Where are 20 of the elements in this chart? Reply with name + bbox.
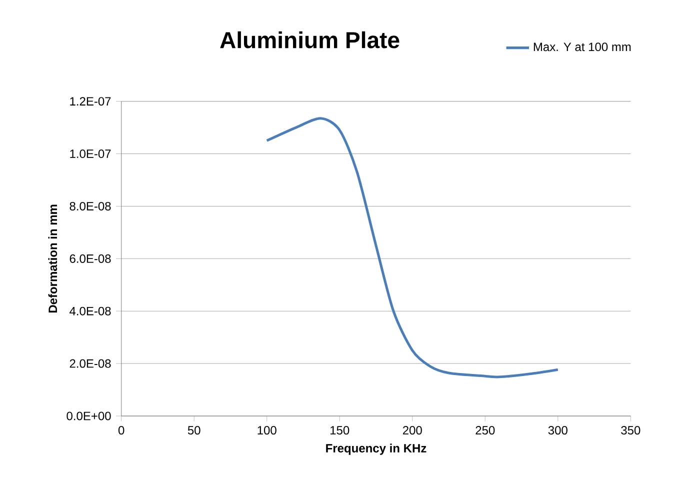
y-tick-label: 2.0E-08 (70, 359, 111, 368)
y-axis-title: Deformation in mm (48, 204, 58, 313)
y-tick-label: 4.0E-08 (70, 306, 111, 316)
x-tick-label: 150 (330, 426, 350, 435)
x-tick-label: 50 (188, 426, 200, 435)
y-tick-label: 1.0E-07 (70, 150, 111, 158)
legend-label: Max. Y at 100 mm (534, 42, 631, 52)
line-series (266, 117, 560, 378)
x-tick-label: 0 (118, 426, 124, 435)
y-tick-label: 6.0E-08 (70, 254, 111, 263)
x-tick-label: 250 (476, 426, 495, 435)
x-tick-label: 300 (548, 426, 568, 435)
y-tick-label: 1.2E-07 (70, 97, 111, 106)
x-tick-label: 100 (258, 426, 276, 435)
y-tick-label: 0.0E+00 (66, 412, 111, 420)
chart-title: Aluminium Plate (220, 31, 400, 48)
y-tick-label: 8.0E-08 (70, 202, 111, 210)
x-tick-label: 200 (402, 426, 422, 435)
x-tick-label: 350 (621, 426, 640, 435)
x-axis-title: Frequency in KHz (326, 444, 426, 455)
